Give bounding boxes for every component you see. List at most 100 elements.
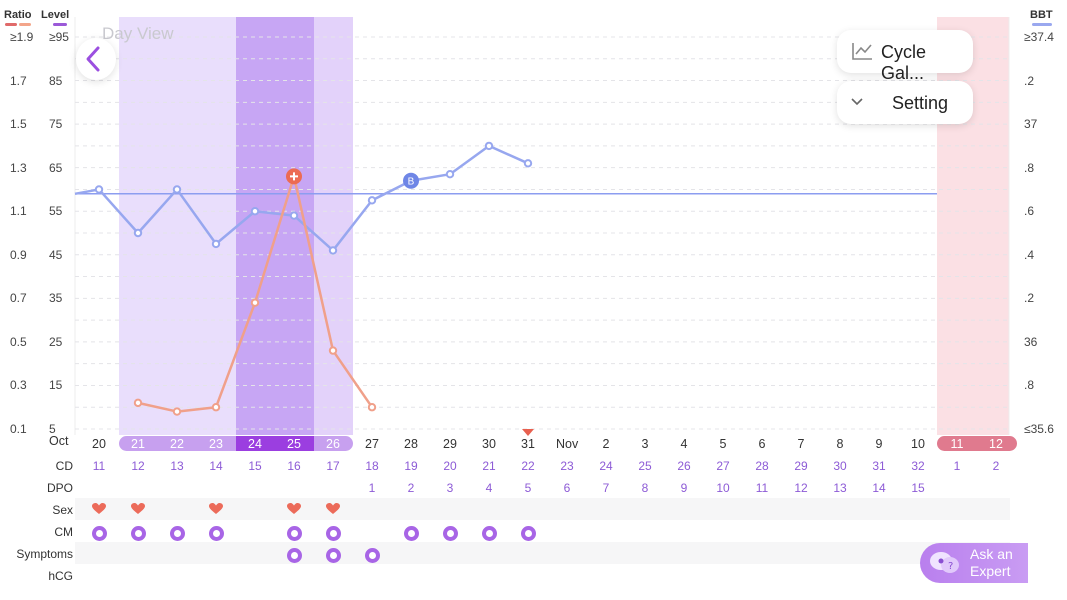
date-cell[interactable]: 5 <box>719 437 727 451</box>
cd-cell[interactable]: 30 <box>833 459 847 473</box>
symptom-icon[interactable] <box>287 548 302 563</box>
bbt-point[interactable] <box>328 246 338 255</box>
bbt-point[interactable] <box>523 159 533 168</box>
cervical-mucus-icon[interactable] <box>521 526 536 541</box>
date-cell[interactable]: 30 <box>482 437 496 451</box>
date-cell[interactable]: 3 <box>641 437 649 451</box>
dpo-cell[interactable]: 8 <box>641 481 649 495</box>
cd-cell[interactable]: 28 <box>755 459 769 473</box>
cd-cell[interactable]: 26 <box>677 459 691 473</box>
cd-cell[interactable]: 15 <box>248 459 262 473</box>
cervical-mucus-icon[interactable] <box>170 526 185 541</box>
cervical-mucus-icon[interactable] <box>287 526 302 541</box>
cd-cell[interactable]: 25 <box>638 459 652 473</box>
lh-point[interactable] <box>328 346 338 355</box>
bbt-point[interactable] <box>484 141 494 151</box>
date-cell[interactable]: 25 <box>287 437 301 451</box>
date-cell[interactable]: 4 <box>680 437 688 451</box>
cd-cell[interactable]: 18 <box>365 459 379 473</box>
date-cell[interactable]: 6 <box>758 437 766 451</box>
cd-cell[interactable]: 21 <box>482 459 496 473</box>
symptom-icon[interactable] <box>326 548 341 563</box>
heart-icon[interactable] <box>326 503 340 515</box>
date-cell[interactable]: 8 <box>836 437 844 451</box>
date-cell[interactable]: 22 <box>170 437 184 451</box>
cd-cell[interactable]: 22 <box>521 459 535 473</box>
date-cell[interactable]: 23 <box>209 437 223 451</box>
cd-cell[interactable]: 31 <box>872 459 886 473</box>
cd-cell[interactable]: 20 <box>443 459 457 473</box>
cd-cell[interactable]: 11 <box>92 459 106 473</box>
cervical-mucus-icon[interactable] <box>404 526 419 541</box>
cd-cell[interactable]: 29 <box>794 459 808 473</box>
cd-cell[interactable]: 13 <box>170 459 184 473</box>
cd-cell[interactable]: 32 <box>911 459 925 473</box>
heart-icon[interactable] <box>209 503 223 515</box>
bbt-point[interactable] <box>172 185 182 194</box>
dpo-cell[interactable]: 2 <box>407 481 415 495</box>
bbt-point[interactable] <box>94 185 104 194</box>
lh-point[interactable] <box>250 298 260 307</box>
cervical-mucus-icon[interactable] <box>326 526 341 541</box>
cd-cell[interactable]: 2 <box>992 459 1000 473</box>
dpo-cell[interactable]: 6 <box>563 481 571 495</box>
cd-cell[interactable]: 19 <box>404 459 418 473</box>
cd-cell[interactable]: 24 <box>599 459 613 473</box>
date-cell[interactable]: 2 <box>602 437 610 451</box>
dpo-cell[interactable]: 3 <box>446 481 454 495</box>
dpo-cell[interactable]: 14 <box>872 481 886 495</box>
dpo-cell[interactable]: 11 <box>755 481 769 495</box>
cd-cell[interactable]: 14 <box>209 459 223 473</box>
date-cell[interactable]: 31 <box>521 437 535 451</box>
bbt-point[interactable] <box>445 170 455 179</box>
dpo-cell[interactable]: 9 <box>680 481 688 495</box>
cervical-mucus-icon[interactable] <box>92 526 107 541</box>
bbt-marked-point[interactable] <box>403 172 419 189</box>
ask-expert-button[interactable]: ? Ask an Expert <box>920 543 1028 583</box>
bbt-point[interactable] <box>211 239 221 249</box>
lh-point[interactable] <box>367 403 377 412</box>
bbt-point[interactable] <box>133 228 143 238</box>
dpo-cell[interactable]: 13 <box>833 481 847 495</box>
date-cell[interactable]: 7 <box>797 437 805 451</box>
cd-cell[interactable]: 27 <box>716 459 730 473</box>
dpo-cell[interactable]: 10 <box>716 481 730 495</box>
date-cell[interactable]: 27 <box>365 437 379 451</box>
cervical-mucus-icon[interactable] <box>131 526 146 541</box>
date-cell[interactable]: 10 <box>911 437 925 451</box>
symptom-icon[interactable] <box>365 548 380 563</box>
date-cell[interactable]: 29 <box>443 437 457 451</box>
cervical-mucus-icon[interactable] <box>443 526 458 541</box>
dpo-cell[interactable]: 12 <box>794 481 808 495</box>
cd-cell[interactable]: 1 <box>953 459 961 473</box>
date-cell[interactable]: 21 <box>131 437 145 451</box>
heart-icon[interactable] <box>287 503 301 515</box>
date-cell[interactable]: 26 <box>326 437 340 451</box>
date-cell[interactable]: 12 <box>989 437 1003 451</box>
lh-point[interactable] <box>172 407 182 416</box>
lh-point[interactable] <box>211 403 221 412</box>
setting-button[interactable]: Setting <box>837 81 973 124</box>
dpo-cell[interactable]: 5 <box>524 481 532 495</box>
dpo-cell[interactable]: 1 <box>368 481 376 495</box>
cervical-mucus-icon[interactable] <box>209 526 224 541</box>
date-cell[interactable]: 28 <box>404 437 418 451</box>
date-cell[interactable]: 11 <box>950 437 964 451</box>
heart-icon[interactable] <box>131 503 145 515</box>
cervical-mucus-icon[interactable] <box>482 526 497 541</box>
dpo-cell[interactable]: 15 <box>911 481 925 495</box>
cd-cell[interactable]: 17 <box>326 459 340 473</box>
date-cell[interactable]: 20 <box>92 437 106 451</box>
bbt-point[interactable] <box>289 211 299 220</box>
cycle-gallery-button[interactable]: Cycle Gal... <box>837 30 973 83</box>
bbt-point[interactable] <box>367 196 377 205</box>
dpo-cell[interactable]: 4 <box>485 481 493 495</box>
lh-point[interactable] <box>133 398 143 408</box>
cd-cell[interactable]: 23 <box>560 459 574 473</box>
cd-cell[interactable]: 16 <box>287 459 301 473</box>
dpo-cell[interactable]: 7 <box>602 481 610 495</box>
back-button[interactable] <box>76 38 116 80</box>
date-cell[interactable]: 9 <box>875 437 883 451</box>
heart-icon[interactable] <box>92 503 106 515</box>
bbt-point[interactable] <box>250 207 260 216</box>
